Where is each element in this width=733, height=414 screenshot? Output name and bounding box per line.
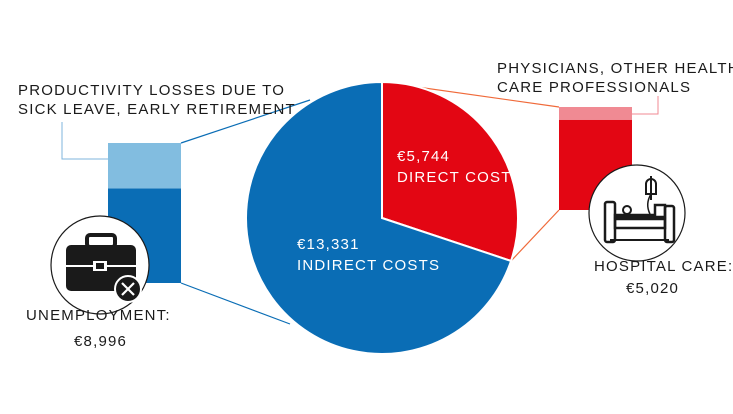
productivity-callout-line xyxy=(61,122,108,160)
briefcase-with-x-icon xyxy=(50,215,150,315)
unemployment-value: €8,996 xyxy=(74,333,128,350)
connector-line-indirect-bottom xyxy=(180,282,291,325)
direct-costs-label: DIRECT COSTS xyxy=(397,169,523,186)
connector-line-direct-bottom xyxy=(510,209,560,262)
physicians-label-line2: CARE PROFESSIONALS xyxy=(497,79,692,96)
indirect-costs-label: INDIRECT COSTS xyxy=(297,257,441,274)
connector-line-indirect-top xyxy=(180,99,311,144)
productivity-losses-label-line1: PRODUCTIVITY LOSSES DUE TO xyxy=(18,82,286,99)
pie-slice-indirect-costs xyxy=(245,80,513,355)
bar-segment-physicians xyxy=(559,107,632,120)
unemployment-label: UNEMPLOYMENT: xyxy=(26,307,171,324)
productivity-losses-label-line2: SICK LEAVE, EARLY RETIREMENT xyxy=(18,101,296,118)
direct-costs-value: €5,744 xyxy=(397,148,451,165)
bar-segment-productivity xyxy=(108,143,181,189)
physicians-callout-line xyxy=(631,96,659,115)
hospital-care-label: HOSPITAL CARE: xyxy=(594,258,733,275)
hospital-bed-icon xyxy=(588,164,686,262)
hospital-care-value: €5,020 xyxy=(626,280,680,297)
pie-chart xyxy=(245,80,519,355)
pie-slice-direct-costs xyxy=(381,80,519,263)
physicians-label-line1: PHYSICIANS, OTHER HEALTH- xyxy=(497,60,733,77)
indirect-costs-value: €13,331 xyxy=(297,236,360,253)
